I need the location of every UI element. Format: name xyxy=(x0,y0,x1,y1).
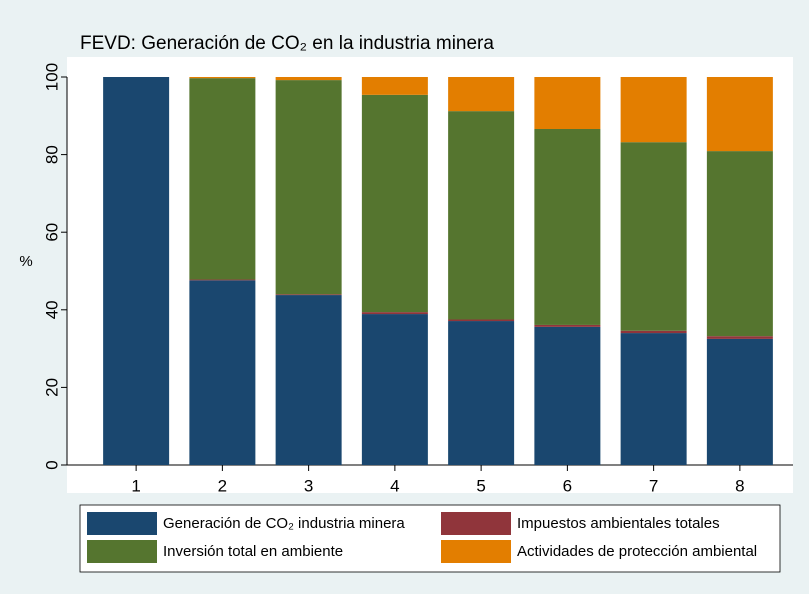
y-tick-label: 60 xyxy=(42,223,61,242)
y-tick-label: 20 xyxy=(42,378,61,397)
legend-label: Impuestos ambientales totales xyxy=(517,515,720,532)
bar-segment xyxy=(361,314,428,465)
bar-segment xyxy=(189,77,256,79)
bar-segment xyxy=(706,336,773,339)
x-tick-label: 3 xyxy=(304,476,313,495)
x-tick-label: 7 xyxy=(649,476,658,495)
bar-segment xyxy=(448,77,515,112)
bar-segment xyxy=(189,280,256,465)
bar-segment xyxy=(706,77,773,152)
y-tick-label: 80 xyxy=(42,145,61,164)
bar-segment xyxy=(620,77,687,143)
bar-segment xyxy=(448,111,515,320)
bar-segment xyxy=(103,77,170,465)
y-tick-label: 0 xyxy=(42,460,61,469)
bar-segment xyxy=(706,151,773,337)
bar-segment xyxy=(189,279,256,281)
x-tick-label: 2 xyxy=(218,476,227,495)
bar-segment xyxy=(534,326,601,465)
bar-segment xyxy=(275,294,342,296)
bar-segment xyxy=(448,321,515,465)
bar-segment xyxy=(361,94,428,313)
legend-swatch xyxy=(441,540,511,563)
bar-segment xyxy=(620,330,687,334)
bar-segment xyxy=(275,295,342,465)
bar-segment xyxy=(620,142,687,331)
bar-segment xyxy=(361,312,428,315)
bar-segment xyxy=(189,78,256,280)
bar-segment xyxy=(706,338,773,465)
x-tick-label: 1 xyxy=(131,476,140,495)
bar-segment xyxy=(275,77,342,81)
x-tick-label: 8 xyxy=(735,476,744,495)
bar-segment xyxy=(534,128,601,325)
bar-segment xyxy=(448,319,515,322)
chart-title: FEVD: Generación de CO₂ en la industria … xyxy=(80,33,494,54)
bar-segment xyxy=(620,333,687,465)
bar-segment xyxy=(534,324,601,327)
y-axis-label: % xyxy=(19,253,32,270)
x-tick-label: 5 xyxy=(476,476,485,495)
legend-label: Generación de CO₂ industria minera xyxy=(163,515,405,532)
x-tick-label: 6 xyxy=(563,476,572,495)
legend-box xyxy=(79,504,781,573)
legend-swatch xyxy=(87,512,157,535)
bar-segment xyxy=(275,80,342,295)
bar-segment xyxy=(534,77,601,129)
legend-swatch xyxy=(441,512,511,535)
bar-segment xyxy=(361,77,428,95)
legend-label: Actividades de protección ambiental xyxy=(517,543,757,560)
x-tick-label: 4 xyxy=(390,476,399,495)
y-tick-label: 40 xyxy=(42,300,61,319)
y-tick-label: 100 xyxy=(42,63,61,91)
legend-label: Inversión total en ambiente xyxy=(163,543,343,560)
legend-swatch xyxy=(87,540,157,563)
